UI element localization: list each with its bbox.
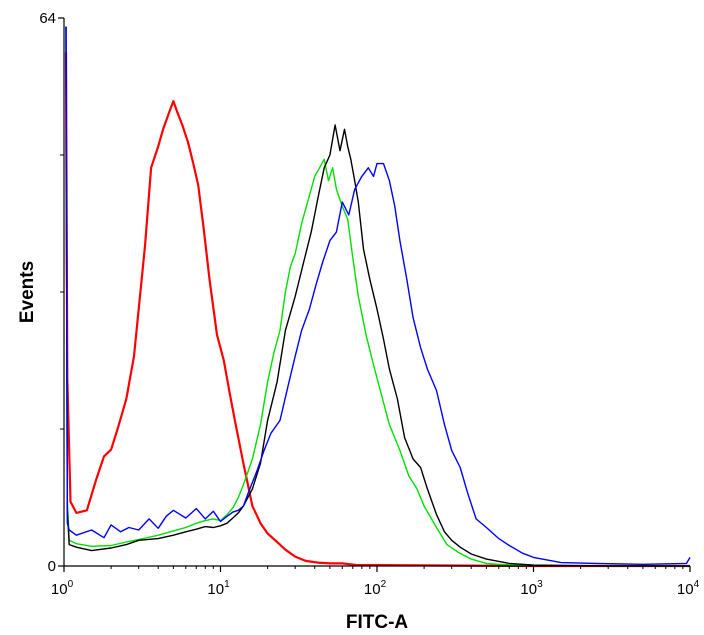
x-tick-label: 103 — [520, 579, 543, 598]
series-line-3 — [65, 26, 691, 565]
y-tick-label: 0 — [48, 558, 56, 575]
series-line-2 — [65, 26, 690, 567]
ticks-layer: 100 101 102 103 104 0 64 — [39, 10, 699, 598]
series-layer — [64, 26, 691, 568]
axes — [63, 18, 690, 567]
x-tick-label: 102 — [364, 579, 387, 598]
x-tick-label: 101 — [207, 579, 230, 598]
series-line-1 — [65, 26, 690, 567]
y-tick-label: 64 — [39, 10, 56, 27]
y-axis-title: Events — [17, 261, 38, 323]
x-axis-title: FITC-A — [346, 612, 409, 633]
x-tick-label: 104 — [677, 579, 700, 598]
series-line-0 — [64, 52, 690, 568]
x-tick-label: 100 — [51, 579, 74, 598]
